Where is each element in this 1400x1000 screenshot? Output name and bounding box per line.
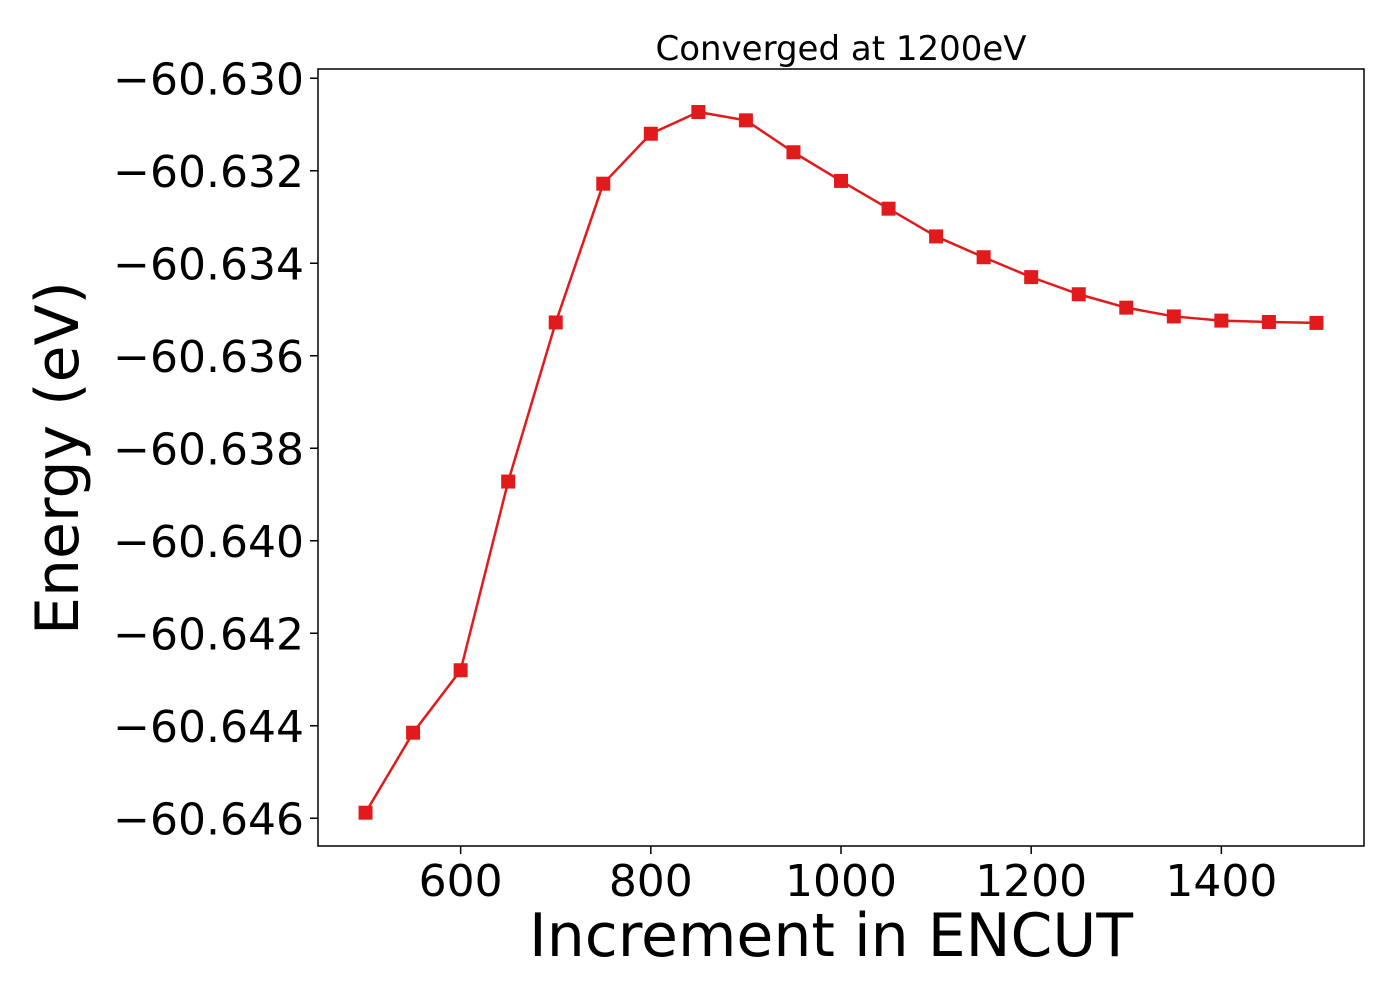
- data-point: [453, 663, 468, 678]
- data-point: [406, 725, 421, 740]
- data-point: [881, 201, 896, 216]
- data-point: [1214, 313, 1229, 328]
- chart-title: Converged at 1200eV: [655, 29, 1026, 69]
- x-tick-label: 1400: [1165, 856, 1277, 907]
- y-tick-label: −60.634: [113, 239, 304, 290]
- y-tick-label: −60.636: [113, 332, 304, 383]
- data-point: [738, 113, 753, 128]
- data-point: [691, 105, 706, 120]
- data-point: [643, 126, 658, 141]
- data-point: [1119, 300, 1134, 315]
- data-point: [1261, 314, 1276, 329]
- data-point: [1309, 315, 1324, 330]
- data-point: [786, 145, 801, 160]
- x-tick-label: 800: [609, 856, 693, 907]
- data-point: [1024, 270, 1039, 285]
- y-tick-label: −60.640: [113, 517, 304, 568]
- data-point: [501, 474, 516, 489]
- data-point: [976, 250, 991, 265]
- x-axis-label: Increment in ENCUT: [529, 901, 1133, 971]
- x-tick-label: 600: [419, 856, 503, 907]
- x-axis: 600 800 1000 1200 1400: [419, 846, 1277, 907]
- x-tick-label: 1200: [975, 856, 1087, 907]
- y-tick-label: −60.644: [113, 702, 304, 753]
- data-point: [358, 805, 373, 820]
- y-axis: −60.630 −60.632 −60.634 −60.636 −60.638 −60.6…: [113, 54, 318, 845]
- y-axis-label: Energy (eV): [23, 281, 93, 635]
- y-tick-label: −60.642: [113, 609, 304, 660]
- y-tick-label: −60.632: [113, 147, 304, 198]
- data-point: [1071, 287, 1086, 302]
- plot-area: [318, 69, 1364, 846]
- data-point: [834, 173, 848, 188]
- y-tick-label: −60.630: [113, 54, 304, 105]
- data-point: [1166, 309, 1181, 324]
- y-tick-label: −60.646: [113, 794, 304, 845]
- data-point: [929, 229, 944, 244]
- chart-marks: [358, 105, 1324, 820]
- data-point: [596, 176, 611, 191]
- y-tick-label: −60.638: [113, 424, 304, 475]
- x-tick-label: 1000: [785, 856, 897, 907]
- data-point: [548, 315, 563, 330]
